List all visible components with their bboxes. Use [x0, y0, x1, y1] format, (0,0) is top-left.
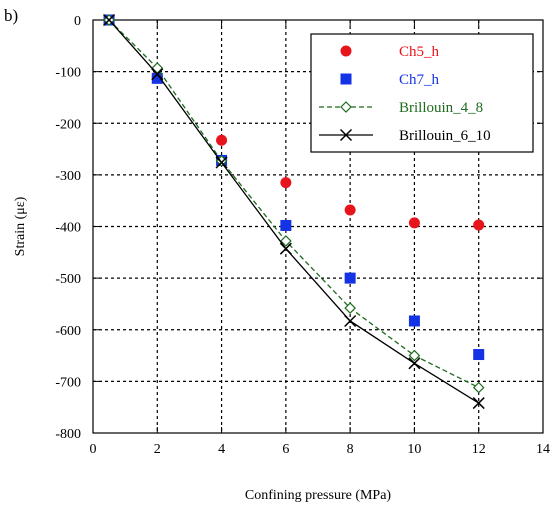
y-tick-label: -700: [55, 375, 81, 390]
grid-lines: [93, 20, 543, 433]
data-point-brillouin-4-8: [472, 381, 485, 394]
x-tick-label: 10: [407, 442, 421, 457]
x-stroke: [103, 13, 116, 27]
data-point-brillouin-6-10: [151, 68, 164, 81]
y-tick-label: -600: [55, 324, 81, 339]
x-tick-label: 2: [154, 442, 161, 457]
data-point-brillouin-4-8: [408, 349, 421, 362]
x-stroke: [215, 156, 228, 169]
data-point-ch7-h: [408, 315, 420, 327]
legend-marker-brillouin-6-10: [339, 128, 353, 142]
y-tick-label: -100: [55, 66, 81, 81]
data-series: [103, 13, 485, 410]
x-tick-label: 8: [347, 442, 354, 457]
x-stroke: [472, 397, 485, 410]
data-point-brillouin-6-10: [344, 314, 357, 328]
series-brillouin-6-10: [103, 13, 485, 410]
data-point-brillouin-6-10: [279, 242, 292, 255]
x-stroke: [344, 314, 357, 328]
data-point-ch5-h: [216, 134, 228, 146]
y-tick-label: -300: [55, 169, 81, 184]
y-tick-label: 0: [74, 14, 81, 29]
legend-label-brillouin-4-8: Brillouin_4_8: [399, 100, 483, 116]
x-stroke: [279, 242, 292, 255]
legend-label-ch5-h: Ch5_h: [399, 44, 440, 60]
data-point-ch7-h: [151, 72, 163, 84]
data-point-brillouin-6-10: [103, 13, 116, 27]
x-stroke: [408, 357, 421, 370]
y-tick-label: -200: [55, 117, 81, 132]
data-point-ch7-h: [344, 272, 356, 284]
axis-ticks: 0 2 4 6 8 10 12 14 0 -100 -200 -300 -400 -500 -600 -700…: [55, 14, 550, 457]
legend: Ch5_h Ch7_h Brillouin_4_8 Brillouin_6_10: [310, 33, 534, 153]
legend-label-ch7-h: Ch7_h: [399, 72, 440, 88]
data-point-brillouin-4-8: [344, 302, 356, 314]
data-point-ch7-h: [280, 219, 292, 231]
x-tick-label: 0: [90, 442, 97, 457]
x-tick-label: 14: [536, 442, 550, 457]
data-point-ch7-h: [473, 349, 485, 361]
y-tick-label: -400: [55, 221, 81, 236]
data-point-brillouin-6-10: [408, 357, 421, 370]
legend-marker-ch5-h: [340, 45, 352, 57]
legend-marker-brillouin-4-8: [340, 101, 352, 113]
panel-label: b): [4, 6, 19, 25]
data-point-ch5-h: [280, 177, 292, 189]
y-axis-title: Strain (με): [13, 196, 28, 256]
x-tick-label: 6: [282, 442, 289, 457]
legend-label-brillouin-6-10: Brillouin_6_10: [399, 128, 491, 144]
x-stroke: [151, 68, 164, 81]
data-point-brillouin-6-10: [215, 156, 228, 169]
y-tick-label: -500: [55, 272, 81, 287]
series-brillouin-4-8: [103, 14, 485, 394]
data-point-ch5-h: [344, 204, 356, 216]
legend-marker-ch7-h: [340, 73, 352, 85]
x-tick-label: 4: [218, 442, 225, 457]
x-axis-title: Confining pressure (MPa): [245, 488, 392, 503]
y-tick-label: -800: [55, 427, 81, 442]
data-point-brillouin-4-8: [280, 235, 292, 247]
data-point-ch5-h: [408, 217, 420, 229]
data-point-ch5-h: [473, 219, 485, 231]
x-tick-label: 12: [472, 442, 486, 457]
x-stroke: [339, 128, 353, 142]
data-point-brillouin-6-10: [472, 397, 485, 410]
